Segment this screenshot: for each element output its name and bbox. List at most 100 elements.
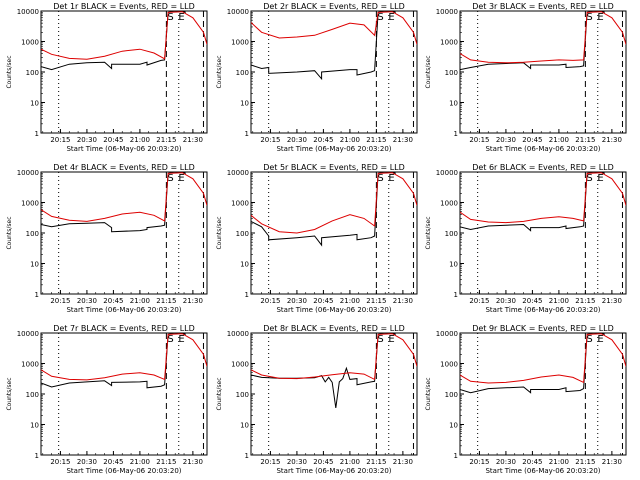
start-marker-label: S: [167, 334, 173, 345]
start-marker-label: S: [377, 334, 383, 345]
x-tick-label: 20:45: [313, 136, 333, 144]
x-axis-label: Start Time (06-May-06 20:03:20): [66, 145, 181, 153]
y-tick-label: 100: [26, 391, 39, 399]
y-axis-label: Counts/sec: [216, 377, 223, 410]
x-tick-label: 21:30: [602, 458, 622, 466]
y-tick-label: 10000: [436, 169, 458, 177]
events-series-line: [251, 172, 396, 247]
x-tick-label: 21:15: [575, 136, 595, 144]
y-tick-label: 1: [245, 291, 249, 299]
y-tick-label: 1: [35, 452, 39, 460]
x-tick-label: 20:15: [260, 458, 280, 466]
y-tick-label: 10000: [17, 330, 39, 338]
y-tick-label: 10: [240, 100, 249, 108]
y-tick-label: 1: [35, 291, 39, 299]
y-tick-label: 1: [35, 130, 39, 138]
y-tick-label: 1: [245, 130, 249, 138]
x-tick-label: 20:45: [103, 136, 123, 144]
end-marker-label: E: [178, 12, 184, 23]
x-tick-label: 20:30: [77, 297, 97, 305]
events-series-line: [41, 333, 186, 389]
y-tick-label: 1000: [440, 361, 458, 369]
x-tick-label: 20:45: [522, 297, 542, 305]
y-tick-label: 100: [445, 230, 458, 238]
x-tick-label: 21:15: [575, 297, 595, 305]
x-tick-label: 21:15: [156, 458, 176, 466]
x-tick-label: 21:00: [340, 458, 360, 466]
x-tick-label: 21:00: [130, 136, 150, 144]
end-marker-label: E: [388, 12, 394, 23]
x-tick-label: 21:30: [393, 136, 413, 144]
y-tick-label: 10000: [17, 8, 39, 16]
start-marker-label: S: [167, 173, 173, 184]
y-tick-label: 10: [240, 261, 249, 269]
y-tick-label: 1000: [231, 361, 249, 369]
x-tick-label: 20:15: [50, 458, 70, 466]
chart-title: Det 5r BLACK = Events, RED = LLD: [263, 163, 405, 172]
y-tick-label: 1000: [21, 200, 39, 208]
start-marker-label: S: [167, 12, 173, 23]
x-tick-label: 21:15: [156, 136, 176, 144]
chart-panel-3: Det 3r BLACK = Events, RED = LLD 1 10 100 10…: [425, 2, 627, 153]
lld-series-line: [460, 11, 626, 64]
y-tick-label: 10: [449, 261, 458, 269]
y-tick-label: 1000: [231, 39, 249, 47]
x-tick-label: 21:00: [340, 136, 360, 144]
end-marker-label: E: [597, 334, 603, 345]
plot-frame: [250, 10, 418, 134]
end-marker-label: E: [388, 334, 394, 345]
x-axis-label: Start Time (06-May-06 20:03:20): [485, 306, 600, 314]
plot-frame: [40, 10, 208, 134]
x-tick-label: 20:15: [260, 297, 280, 305]
x-tick-label: 21:30: [602, 297, 622, 305]
x-axis-label: Start Time (06-May-06 20:03:20): [276, 145, 391, 153]
start-marker-label: S: [377, 173, 383, 184]
x-tick-label: 21:15: [366, 297, 386, 305]
x-axis-label: Start Time (06-May-06 20:03:20): [485, 145, 600, 153]
y-tick-label: 10000: [436, 8, 458, 16]
lld-series-line: [41, 11, 207, 60]
plot-frame: [459, 10, 627, 134]
x-tick-label: 21:00: [130, 297, 150, 305]
x-tick-label: 21:15: [366, 458, 386, 466]
y-tick-label: 100: [26, 230, 39, 238]
start-marker-label: S: [586, 12, 592, 23]
x-tick-label: 21:15: [575, 458, 595, 466]
start-marker-label: S: [377, 12, 383, 23]
y-tick-label: 100: [445, 391, 458, 399]
plot-frame: [459, 171, 627, 295]
chart-title: Det 3r BLACK = Events, RED = LLD: [472, 2, 614, 11]
chart-panel-7: Det 7r BLACK = Events, RED = LLD 1 10 100 10…: [6, 324, 208, 475]
x-tick-label: 21:30: [602, 136, 622, 144]
x-tick-label: 20:30: [77, 458, 97, 466]
x-tick-label: 20:45: [522, 458, 542, 466]
y-tick-label: 100: [445, 69, 458, 77]
x-tick-label: 20:30: [287, 458, 307, 466]
x-axis-label: Start Time (06-May-06 20:03:20): [276, 306, 391, 314]
y-axis-label: Counts/sec: [6, 377, 13, 410]
x-tick-label: 20:30: [287, 297, 307, 305]
x-axis-label: Start Time (06-May-06 20:03:20): [66, 306, 181, 314]
chart-panel-1: Det 1r BLACK = Events, RED = LLD 1 10 100 10…: [6, 2, 208, 153]
x-tick-label: 21:00: [549, 136, 569, 144]
y-tick-label: 1000: [21, 39, 39, 47]
lld-series-line: [460, 333, 626, 384]
x-axis-label: Start Time (06-May-06 20:03:20): [276, 467, 391, 475]
y-tick-label: 10: [30, 100, 39, 108]
y-axis-label: Counts/sec: [425, 55, 432, 88]
events-series-line: [41, 11, 186, 71]
chart-title: Det 8r BLACK = Events, RED = LLD: [263, 324, 405, 333]
lld-series-line: [41, 172, 207, 222]
chart-title: Det 1r BLACK = Events, RED = LLD: [53, 2, 195, 11]
y-tick-label: 1000: [440, 39, 458, 47]
y-tick-label: 10: [30, 261, 39, 269]
chart-title: Det 7r BLACK = Events, RED = LLD: [53, 324, 195, 333]
events-series-line: [251, 11, 396, 81]
x-tick-label: 20:15: [50, 136, 70, 144]
y-tick-label: 1000: [440, 200, 458, 208]
x-tick-label: 21:00: [549, 458, 569, 466]
y-tick-label: 10000: [17, 169, 39, 177]
start-marker-label: S: [586, 173, 592, 184]
y-tick-label: 100: [236, 69, 249, 77]
